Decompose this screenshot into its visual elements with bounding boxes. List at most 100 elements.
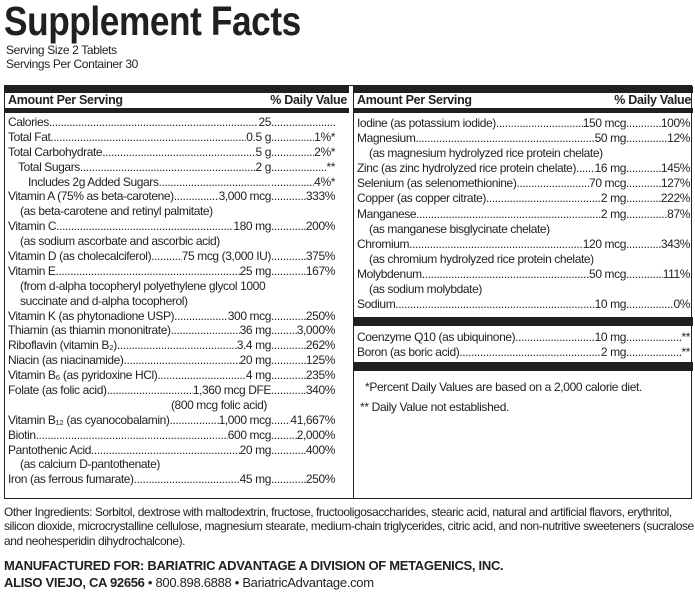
nutrient-row: Molybdenum 50 mcg 111% [357,267,690,282]
dot-leader [626,267,663,282]
nutrient-amount: 5 g [255,144,272,159]
dot-leader [36,428,228,443]
daily-value-cell: 250% [271,309,335,324]
dot-leader [486,191,601,206]
dot-leader [102,145,255,160]
daily-value: 375% [305,249,335,264]
nutrient-amount: 70 mcg [589,176,626,191]
nutrient-amount: 25 mg [239,263,272,278]
dot-leader [134,472,240,487]
page-title: Supplement Facts [4,0,301,44]
nutrient-amount: 3.4 mg [236,338,272,353]
dot-leader [515,330,594,345]
nutrient-row: Total Fat 0.5 g 1%* [8,130,335,145]
nutrient-amount: 1,360 mcg DFE [192,383,272,398]
dot-leader [271,145,314,160]
daily-value: 1%* [314,129,335,144]
daily-value: 0% [673,297,690,312]
nutrient-row: Includes 2g Added Sugars 4%* [8,175,335,190]
nutrient-name: Magnesium [357,131,416,146]
daily-value: 2,000% [296,427,335,442]
daily-value-cell: 0% [626,297,690,312]
nutrient-name: Biotin [8,427,36,442]
dot-leader [626,161,661,176]
dot-leader [422,267,589,282]
daily-value-cell: 111% [626,267,690,282]
nutrient-name: Vitamin D (as cholecalciferol) [8,249,152,264]
nutrient-row: Riboflavin (vitamin B₂) 3.4 mg 262% [8,338,335,353]
nutrient-name: Total Fat [8,129,51,144]
nutrient-row: Vitamin E 25 mg 167% [8,264,335,279]
nutrient-list: Calories25Total Fat0.5 g1%*Total Carbohy… [5,113,349,487]
dot-leader [626,330,681,345]
note-text: (as sodium ascorbate and ascorbic acid) [20,234,220,249]
dot-leader [271,219,306,234]
note-text: (as manganese bisglycinate chelate) [369,221,550,236]
dot-leader [80,160,256,175]
nutrient-amount: 50 mcg [589,266,626,281]
nutrient-amount: 36 mg [239,323,272,338]
nutrient-amount: 2 mg [600,191,626,206]
daily-value-cell: 262% [271,338,335,353]
nutrient-name: Boron (as boric acid) [357,345,460,360]
daily-value-cell: 2,000% [271,428,335,443]
nutrient-row: Total Sugars 2 g ** [8,160,335,175]
note-text: (as magnesium hydrolyzed rice protein ch… [369,146,603,161]
amount-header: Amount Per Serving [357,93,472,107]
nutrient-list: Iodine (as potassium iodide) 150 mcg 100%… [354,113,693,417]
nutrient-name: Coenzyme Q10 (as ubiquinone) [357,330,516,345]
nutrient-amount: 3,000 mcg [218,189,272,204]
nutrient-name: Copper (as copper citrate) [357,191,486,206]
dot-leader [50,130,246,145]
note-text: (as calcium D-pantothenate) [20,457,160,472]
daily-value: 145% [660,161,690,176]
dot-leader [91,443,240,458]
section-bar [354,362,693,372]
nutrient-name: Folate (as folic acid) [8,383,107,398]
nutrient-row: Vitamin C 180 mg 200% [8,219,335,234]
daily-value: 3,000% [296,323,335,338]
dot-leader [174,309,228,324]
daily-value-cell: 1%* [271,130,335,145]
nutrient-amount: 1,000 mcg [218,412,272,427]
daily-value: 100% [660,116,690,130]
nutrient-name: Sodium [357,297,396,312]
nutrient-row: Biotin 600 mcg 2,000% [8,428,335,443]
dot-leader [271,160,326,175]
nutrient-name: Total Sugars [18,159,80,174]
daily-value: 262% [305,338,335,353]
nutrient-amount: 10 mg [594,330,627,345]
nutrient-source-note: (as magnesium hydrolyzed rice protein ch… [357,146,690,161]
dot-leader [626,297,673,312]
note-text: succinate and d-alpha tocopherol) [20,293,188,308]
dot-leader [159,175,271,190]
nutrient-amount: 50 mg [594,131,627,146]
dot-leader [49,115,259,130]
daily-value-cell: ** [626,345,690,360]
nutrient-name: Vitamin E [8,263,56,278]
nutrient-amount: 20 mg [239,442,272,457]
nutrient-amount: 16 mg [594,161,627,176]
dot-leader [271,264,306,279]
left-panel: Amount Per Serving % Daily Value Calorie… [5,86,349,498]
top-bar [5,86,349,93]
nutrient-amount: 2 mg [600,206,626,221]
daily-value: 12% [667,131,690,146]
nutrient-row: Manganese 2 mg 87% [357,207,690,222]
nutrient-name: Vitamin C [8,219,57,234]
nutrient-row: Vitamin K (as phytonadione USP) 300 mcg 25… [8,309,335,324]
note-text: (as sodium molybdate) [369,282,482,297]
dot-leader [271,175,314,190]
dot-leader [626,207,667,222]
daily-value-cell: 333% [271,189,335,204]
nutrient-row: Total Carbohydrate 5 g 2%* [8,145,335,160]
dv-header: % Daily Value [614,93,691,107]
daily-value-cell [271,115,335,130]
dot-leader [151,249,182,264]
dot-leader [271,323,297,338]
nutrient-row: Chromium 120 mcg 343% [357,237,690,252]
daily-value: 343% [660,236,690,251]
dot-leader [416,207,601,222]
nutrient-name: Vitamin B₆ (as pyridoxine HCl) [8,368,158,383]
nutrient-amount: 120 mcg [582,236,627,251]
